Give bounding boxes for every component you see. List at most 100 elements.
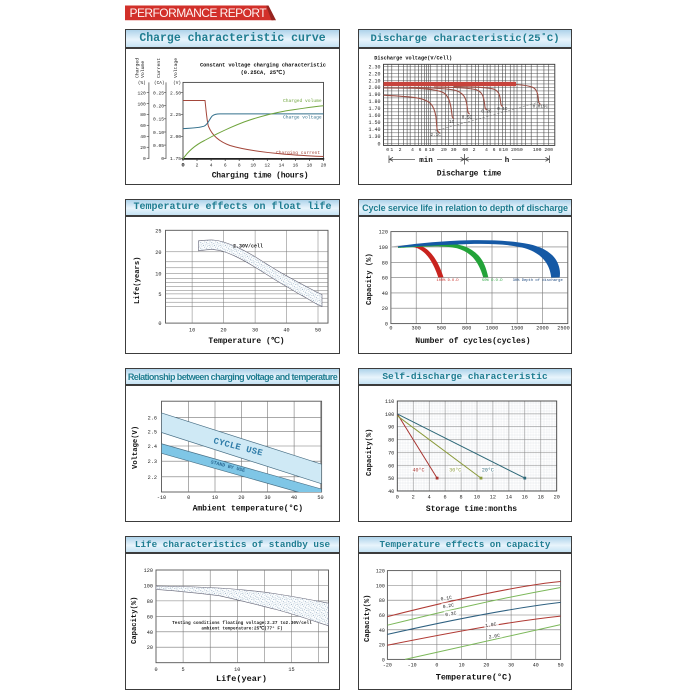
svg-text:0.5C: 0.5C [462, 115, 473, 120]
svg-text:100: 100 [533, 147, 542, 153]
svg-text:4: 4 [210, 163, 213, 169]
svg-text:0: 0 [389, 326, 392, 332]
svg-text:6: 6 [444, 495, 447, 501]
svg-text:min: min [419, 157, 433, 165]
svg-text:0.15: 0.15 [153, 117, 164, 123]
svg-text:0.1C: 0.1C [497, 107, 508, 112]
svg-text:40: 40 [283, 328, 289, 334]
svg-text:14: 14 [279, 163, 285, 169]
svg-text:Charging current: Charging current [276, 150, 320, 156]
svg-text:0: 0 [187, 495, 190, 501]
svg-text:1000: 1000 [486, 326, 498, 332]
svg-text:10: 10 [429, 147, 435, 153]
svg-text:40: 40 [382, 291, 388, 297]
svg-text:15: 15 [288, 667, 294, 673]
svg-text:60: 60 [388, 463, 394, 469]
svg-text:Life(year): Life(year) [216, 674, 267, 684]
svg-text:Storage time:months: Storage time:months [426, 505, 517, 514]
svg-text:80: 80 [140, 112, 146, 118]
svg-text:100: 100 [144, 584, 153, 590]
svg-text:90: 90 [388, 425, 394, 431]
svg-text:0: 0 [143, 156, 146, 162]
svg-text:Constant voltage charging char: Constant voltage charging characteristic [200, 63, 326, 69]
svg-text:20°C: 20°C [482, 468, 494, 474]
svg-text:40: 40 [140, 134, 146, 140]
svg-text:Current: Current [156, 58, 162, 78]
svg-text:-10: -10 [408, 663, 417, 669]
svg-text:100: 100 [376, 583, 385, 589]
svg-text:10: 10 [250, 163, 256, 169]
svg-text:20: 20 [382, 306, 388, 312]
svg-text:5: 5 [158, 292, 161, 298]
svg-text:2.5: 2.5 [148, 429, 157, 435]
svg-text:2.00: 2.00 [368, 85, 380, 91]
svg-text:60: 60 [147, 614, 153, 620]
svg-text:30: 30 [264, 495, 270, 501]
svg-text:4: 4 [411, 147, 414, 153]
svg-text:0.05: 0.05 [153, 143, 164, 149]
svg-text:Capacity(%): Capacity(%) [364, 595, 372, 642]
svg-text:Voltage: Voltage [173, 58, 179, 78]
svg-text:100: 100 [379, 245, 388, 251]
svg-text:0: 0 [435, 663, 438, 669]
svg-text:80: 80 [379, 598, 385, 604]
svg-text:50: 50 [558, 663, 564, 669]
svg-text:20: 20 [238, 495, 244, 501]
svg-text:2: 2 [399, 147, 402, 153]
svg-text:0.3C: 0.3C [445, 610, 457, 618]
svg-text:2.2: 2.2 [148, 475, 157, 481]
svg-text:0: 0 [396, 495, 399, 501]
svg-text:Capacity(%): Capacity(%) [131, 597, 139, 644]
svg-text:1.90: 1.90 [368, 92, 380, 98]
svg-text:20: 20 [554, 495, 560, 501]
svg-text:800: 800 [462, 326, 471, 332]
svg-text:12: 12 [265, 163, 271, 169]
svg-text:40°C: 40°C [413, 468, 425, 474]
svg-text:Charging time (hours): Charging time (hours) [212, 172, 309, 181]
svg-text:Ambient temperature(°C): Ambient temperature(°C) [193, 505, 303, 514]
svg-text:1.30: 1.30 [368, 134, 380, 140]
svg-text:2.50: 2.50 [170, 90, 181, 96]
svg-text:0: 0 [181, 162, 185, 169]
svg-text:1.50: 1.50 [368, 120, 380, 126]
svg-text:20: 20 [147, 645, 153, 651]
svg-text:100% D.O.D: 100% D.O.D [437, 279, 460, 283]
svg-text:50: 50 [388, 476, 394, 482]
svg-text:0.25: 0.25 [153, 90, 164, 96]
svg-text:50: 50 [517, 147, 523, 153]
svg-text:4: 4 [485, 147, 488, 153]
svg-text:2: 2 [412, 495, 415, 501]
svg-text:80: 80 [382, 260, 388, 266]
svg-text:500: 500 [437, 326, 446, 332]
svg-text:2.30V/cell: 2.30V/cell [233, 244, 263, 250]
svg-text:Charge voltage: Charge voltage [283, 115, 322, 121]
svg-text:-20: -20 [383, 663, 392, 669]
svg-text:(0.25CA, 25℃): (0.25CA, 25℃) [241, 69, 286, 76]
svg-text:16: 16 [522, 495, 528, 501]
svg-text:25: 25 [155, 228, 161, 234]
svg-text:Temperature (℃): Temperature (℃) [208, 336, 284, 346]
svg-text:70: 70 [388, 450, 394, 456]
svg-text:6: 6 [419, 147, 422, 153]
svg-text:PERFORMANCE REPORT: PERFORMANCE REPORT [130, 6, 268, 20]
svg-text:20: 20 [321, 163, 327, 169]
svg-text:12: 12 [490, 495, 496, 501]
svg-text:16: 16 [293, 163, 299, 169]
svg-text:80: 80 [147, 599, 153, 605]
svg-text:Testing conditions floating vo: Testing conditions floating voltage:2.27… [172, 621, 312, 626]
svg-text:1.60: 1.60 [368, 113, 380, 119]
svg-text:10: 10 [212, 495, 218, 501]
svg-text:(V): (V) [173, 81, 181, 86]
svg-text:14: 14 [506, 495, 512, 501]
svg-text:5: 5 [182, 667, 185, 673]
svg-text:8: 8 [460, 495, 463, 501]
svg-text:20: 20 [483, 663, 489, 669]
svg-text:1C: 1C [449, 120, 455, 125]
svg-text:Discharge time: Discharge time [437, 170, 502, 179]
svg-text:0: 0 [377, 141, 380, 147]
svg-text:20: 20 [511, 147, 517, 153]
svg-text:100: 100 [138, 101, 147, 107]
svg-text:120: 120 [379, 230, 388, 236]
svg-text:2.3: 2.3 [148, 459, 157, 465]
svg-text:ambient temperature:25℃(77° F): ambient temperature:25℃(77° F) [201, 625, 282, 631]
